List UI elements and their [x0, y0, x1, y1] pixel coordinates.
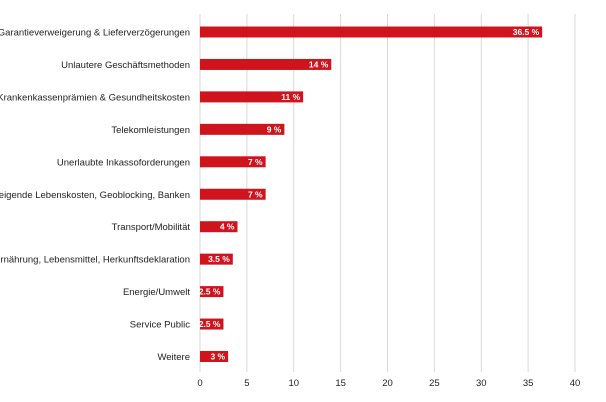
category-label: Service Public: [130, 320, 190, 331]
bars: 36.5 % 14 % 11 % 9 % 7 % 7 % 4 % 3.5 % 2.5 % 2.5 …: [199, 26, 543, 362]
data-label: 7 %: [248, 189, 263, 199]
data-label: 9 %: [267, 124, 282, 134]
bar: [200, 156, 266, 168]
category-label: Energie/Umwelt: [123, 287, 190, 298]
bar: [200, 91, 304, 103]
data-label: 2.5 %: [199, 287, 221, 297]
x-axis-tick-labels: 0 5 10 15 20 25 30 35 40: [197, 378, 580, 389]
bar: [200, 318, 224, 330]
x-tick-label: 0: [197, 378, 202, 389]
data-label: 3.5 %: [208, 254, 230, 264]
x-tick-label: 5: [244, 378, 249, 389]
x-tick-label: 30: [476, 378, 487, 389]
category-label: Unerlaubte Inkassoforderungen: [57, 157, 190, 168]
data-label: 2.5 %: [199, 319, 221, 329]
x-tick-label: 40: [570, 378, 581, 389]
category-label: Unlautere Geschäftsmethoden: [61, 60, 190, 71]
bar: [200, 26, 543, 38]
data-label: 4 %: [220, 222, 235, 232]
category-label: Telekomleistungen: [111, 125, 190, 136]
grid-lines: [199, 14, 576, 372]
data-label: 3 %: [210, 352, 225, 362]
category-label: Weitere: [157, 352, 190, 363]
x-tick-label: 15: [335, 378, 346, 389]
data-label: 11 %: [281, 92, 300, 102]
x-tick-label: 20: [382, 378, 393, 389]
bar: [200, 188, 266, 200]
x-tick-label: 35: [523, 378, 534, 389]
bar: [200, 58, 332, 70]
bar: [200, 351, 229, 362]
bar: [200, 286, 224, 298]
category-label: Krankenkassenprämien & Gesundheitskosten: [0, 92, 190, 103]
category-labels: Garantieverweigerung & Lieferverzögerung…: [0, 28, 190, 364]
bar: [200, 123, 285, 135]
category-label: Steigende Lebenskosten, Geoblocking, Ban…: [0, 190, 190, 201]
bar: [200, 253, 233, 265]
data-label: 7 %: [248, 157, 263, 167]
x-tick-label: 10: [288, 378, 299, 389]
data-label: 14 %: [309, 59, 329, 69]
bar: [200, 221, 238, 233]
data-label: 36.5 %: [513, 27, 540, 37]
category-label: Transport/Mobilität: [112, 222, 191, 233]
x-tick-label: 25: [429, 378, 440, 389]
category-label: Garantieverweigerung & Lieferverzögerung…: [0, 28, 190, 39]
category-label: Ernährung, Lebensmittel, Herkunftsdeklar…: [0, 255, 190, 266]
